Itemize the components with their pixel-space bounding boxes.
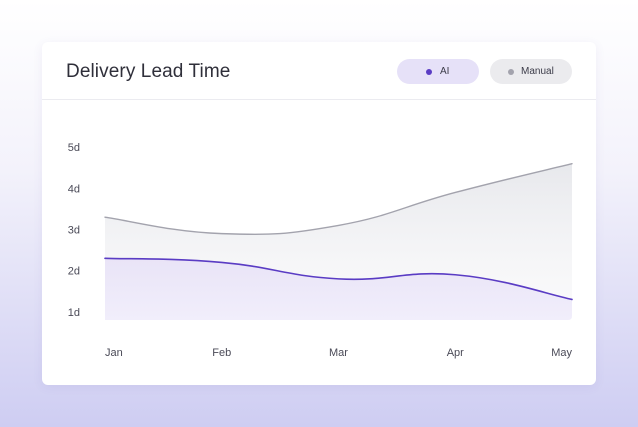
x-tick-label: Apr [447,347,464,359]
y-tick-label: 2d [68,266,80,278]
legend-ai-label: AI [440,66,450,77]
legend-ai-toggle[interactable]: AI [397,59,479,84]
manual-line [104,162,573,236]
y-tick-label: 1d [68,307,80,319]
y-tick-label: 4d [68,183,80,195]
x-axis: Jan Feb Mar Apr May [105,347,572,359]
ai-line [104,257,573,301]
legend-manual-label: Manual [521,66,554,77]
legend-manual-toggle[interactable]: Manual [490,59,572,84]
x-tick-label: Feb [212,347,231,359]
x-tick-label: Jan [105,347,123,359]
x-tick-label: May [551,347,572,359]
card-header: Delivery Lead Time AI Manual [42,42,596,100]
y-tick-label: 5d [68,142,80,154]
chart-title: Delivery Lead Time [66,61,231,82]
manual-dot-icon [508,69,514,75]
ai-area [105,258,572,320]
x-tick-label: Mar [329,347,348,359]
y-tick-label: 3d [68,225,80,237]
chart-card: Delivery Lead Time AI Manual 5d 4d 3d 2d 1d … [42,42,596,385]
y-axis: 5d 4d 3d 2d 1d [68,142,80,319]
plot-area [104,162,573,320]
ai-dot-icon [426,69,432,75]
lead-time-chart: 5d 4d 3d 2d 1d Jan Feb Mar Apr May [68,142,573,359]
